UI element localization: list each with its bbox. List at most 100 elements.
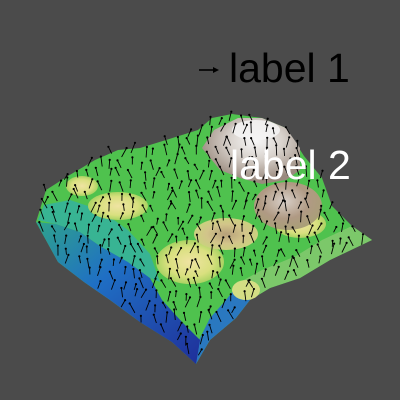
vector-glyph	[165, 255, 169, 264]
vector-glyph	[262, 170, 267, 181]
vector-glyph-head	[212, 222, 215, 225]
vector-glyph-head	[299, 201, 303, 204]
vector-glyph-head	[176, 135, 179, 139]
vector-glyph-head	[124, 244, 127, 248]
vector-glyph	[132, 197, 134, 209]
vector-glyph-head	[217, 287, 220, 291]
vector-glyph-head	[319, 208, 322, 211]
vector-glyph	[64, 235, 67, 244]
vector-glyph-head	[227, 309, 230, 312]
vector-glyph-head	[319, 255, 322, 258]
vector-glyph-head	[264, 202, 267, 205]
vector-glyph-head	[75, 169, 78, 173]
vector-glyph-head	[190, 128, 193, 131]
vector-glyph-head	[124, 281, 128, 284]
vector-glyph-head	[51, 210, 54, 214]
vector-glyph	[248, 280, 254, 288]
vector-glyph-head	[79, 235, 82, 238]
hill-right	[254, 182, 322, 230]
vector-glyph	[240, 115, 245, 126]
vector-glyph-head	[128, 235, 131, 238]
vector-glyph-head	[316, 179, 319, 182]
vector-glyph	[287, 158, 291, 166]
vector-glyph	[146, 227, 152, 236]
vector-glyph-head	[175, 269, 179, 272]
vector-glyph-head	[143, 181, 146, 184]
vector-glyph-head	[266, 117, 269, 120]
vector-glyph	[285, 226, 287, 235]
vector-glyph-head	[283, 165, 286, 168]
vector-glyph-head	[191, 214, 194, 217]
vector-glyph-head	[166, 311, 169, 314]
vector-glyph-head	[306, 259, 309, 262]
vector-glyph	[161, 280, 167, 288]
vector-glyph-head	[152, 225, 155, 228]
vector-glyph-head	[225, 135, 228, 138]
vector-glyph-head	[170, 246, 173, 249]
vector-glyph	[295, 249, 301, 257]
vector-glyph	[186, 204, 191, 213]
vector-glyph	[171, 187, 178, 198]
vector-glyph-head	[304, 165, 307, 168]
label1-arrow-icon	[199, 67, 219, 73]
vector-glyph	[141, 192, 147, 201]
vector-glyph	[138, 278, 144, 289]
vector-glyph	[195, 180, 201, 190]
vector-glyph-head	[206, 200, 209, 203]
vector-glyph	[177, 322, 183, 332]
vector-glyph-head	[209, 305, 212, 308]
vector-glyph-head	[232, 264, 235, 267]
vector-glyph-head	[306, 235, 309, 238]
vector-glyph-head	[256, 262, 259, 265]
vector-glyph-head	[251, 156, 254, 159]
vector-glyph	[318, 256, 321, 264]
vector-glyph	[208, 170, 213, 181]
vector-glyph	[167, 291, 171, 302]
vector-glyph-head	[192, 276, 195, 279]
vector-glyph-head	[155, 233, 158, 237]
vector-glyph	[127, 223, 132, 232]
vector-glyph	[284, 271, 289, 280]
vector-glyph	[52, 211, 57, 223]
vector-glyph-head	[186, 268, 189, 271]
vector-glyph-head	[351, 225, 354, 228]
vector-glyph	[291, 190, 296, 199]
vector-glyph	[80, 213, 83, 221]
vector-glyph-head	[140, 161, 144, 164]
vector-glyph-head	[210, 291, 213, 294]
vector-glyph-head	[242, 215, 245, 218]
vector-glyph	[219, 257, 221, 268]
vector-glyph	[109, 168, 112, 176]
vector-glyph	[228, 158, 232, 168]
vector-glyph-head	[274, 222, 277, 225]
vector-glyph	[98, 259, 103, 268]
vector-glyph-head	[175, 235, 178, 238]
vector-glyph	[264, 147, 268, 155]
vector-glyph	[321, 190, 325, 198]
vector-glyph-head	[171, 186, 174, 189]
vector-glyph	[110, 279, 116, 290]
vector-glyph-head	[291, 226, 294, 229]
vector-glyph	[244, 166, 248, 177]
vector-glyph	[314, 232, 320, 243]
vector-glyph	[210, 245, 213, 256]
vector-glyph-head	[284, 126, 287, 129]
vector-glyph-head	[68, 212, 71, 215]
vector-glyph	[188, 192, 191, 202]
vector-glyph-head	[70, 193, 73, 196]
vector-glyph-head	[193, 323, 196, 326]
vector-glyph	[206, 331, 210, 341]
vector-glyph-head	[223, 298, 227, 301]
vector-glyph	[168, 268, 171, 280]
vector-glyph-head	[266, 124, 269, 127]
vector-glyph	[76, 170, 79, 178]
vector-glyph-head	[230, 176, 233, 179]
vector-glyph-head	[66, 176, 69, 179]
vector-glyph-head	[185, 293, 188, 296]
vector-glyph-head	[127, 223, 130, 226]
vector-glyph	[155, 167, 161, 177]
vector-glyph	[97, 280, 101, 289]
vector-glyph	[152, 178, 155, 188]
